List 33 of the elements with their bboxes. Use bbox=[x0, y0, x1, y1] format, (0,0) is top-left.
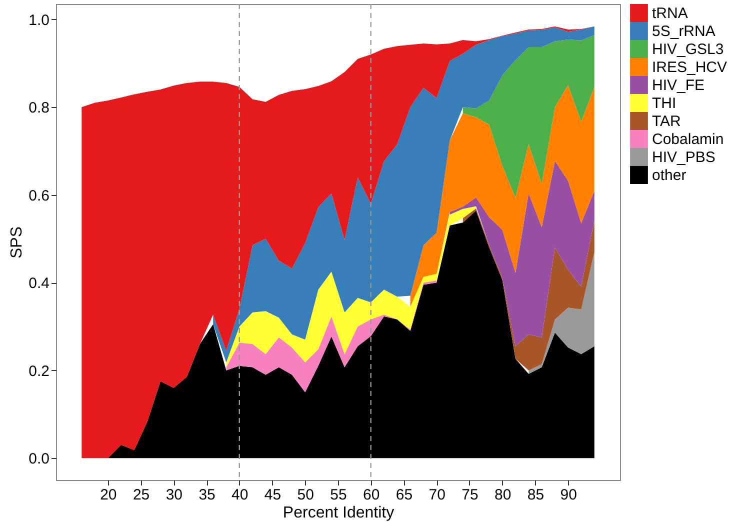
legend-label: TAR bbox=[652, 113, 682, 130]
x-tick-label: 25 bbox=[132, 486, 150, 504]
x-tick-label: 55 bbox=[330, 486, 347, 504]
x-tick-label: 20 bbox=[100, 486, 117, 504]
x-tick-label: 70 bbox=[428, 486, 446, 504]
x-tick-label: 80 bbox=[494, 486, 512, 504]
legend-label: tRNA bbox=[652, 5, 688, 22]
legend-label: other bbox=[652, 167, 686, 184]
y-tick-label: 0.6 bbox=[28, 187, 50, 204]
x-axis-title: Percent Identity bbox=[282, 504, 394, 522]
legend-label: HIV_GSL3 bbox=[652, 41, 724, 58]
legend-label: THI bbox=[652, 95, 676, 112]
x-tick-label: 90 bbox=[560, 486, 577, 504]
legend-label: HIV_FE bbox=[652, 77, 705, 94]
y-tick-label: 0.4 bbox=[28, 275, 50, 292]
x-tick-label: 30 bbox=[166, 486, 183, 504]
x-tick-label: 65 bbox=[396, 486, 413, 504]
x-tick-label: 40 bbox=[232, 486, 248, 504]
x-tick-label: 35 bbox=[198, 486, 216, 504]
y-tick-label: 1.0 bbox=[28, 12, 50, 29]
x-tick-label: 85 bbox=[527, 486, 544, 504]
y-tick-label: 0.0 bbox=[28, 450, 50, 468]
legend-label: IRES_HCV bbox=[652, 59, 728, 76]
legend-label: 5S_rRNA bbox=[652, 23, 716, 40]
x-tick-label: 50 bbox=[297, 486, 314, 504]
legend-label: HIV_PBS bbox=[652, 149, 716, 166]
y-tick-label: 0.2 bbox=[28, 362, 50, 380]
y-tick-label: 0.8 bbox=[28, 100, 50, 117]
legend-label: Cobalamin bbox=[652, 131, 724, 148]
x-tick-label: 45 bbox=[264, 486, 282, 504]
x-tick-label: 75 bbox=[462, 486, 478, 504]
x-tick-label: 60 bbox=[363, 486, 380, 504]
y-axis-title: SPS bbox=[8, 226, 26, 259]
